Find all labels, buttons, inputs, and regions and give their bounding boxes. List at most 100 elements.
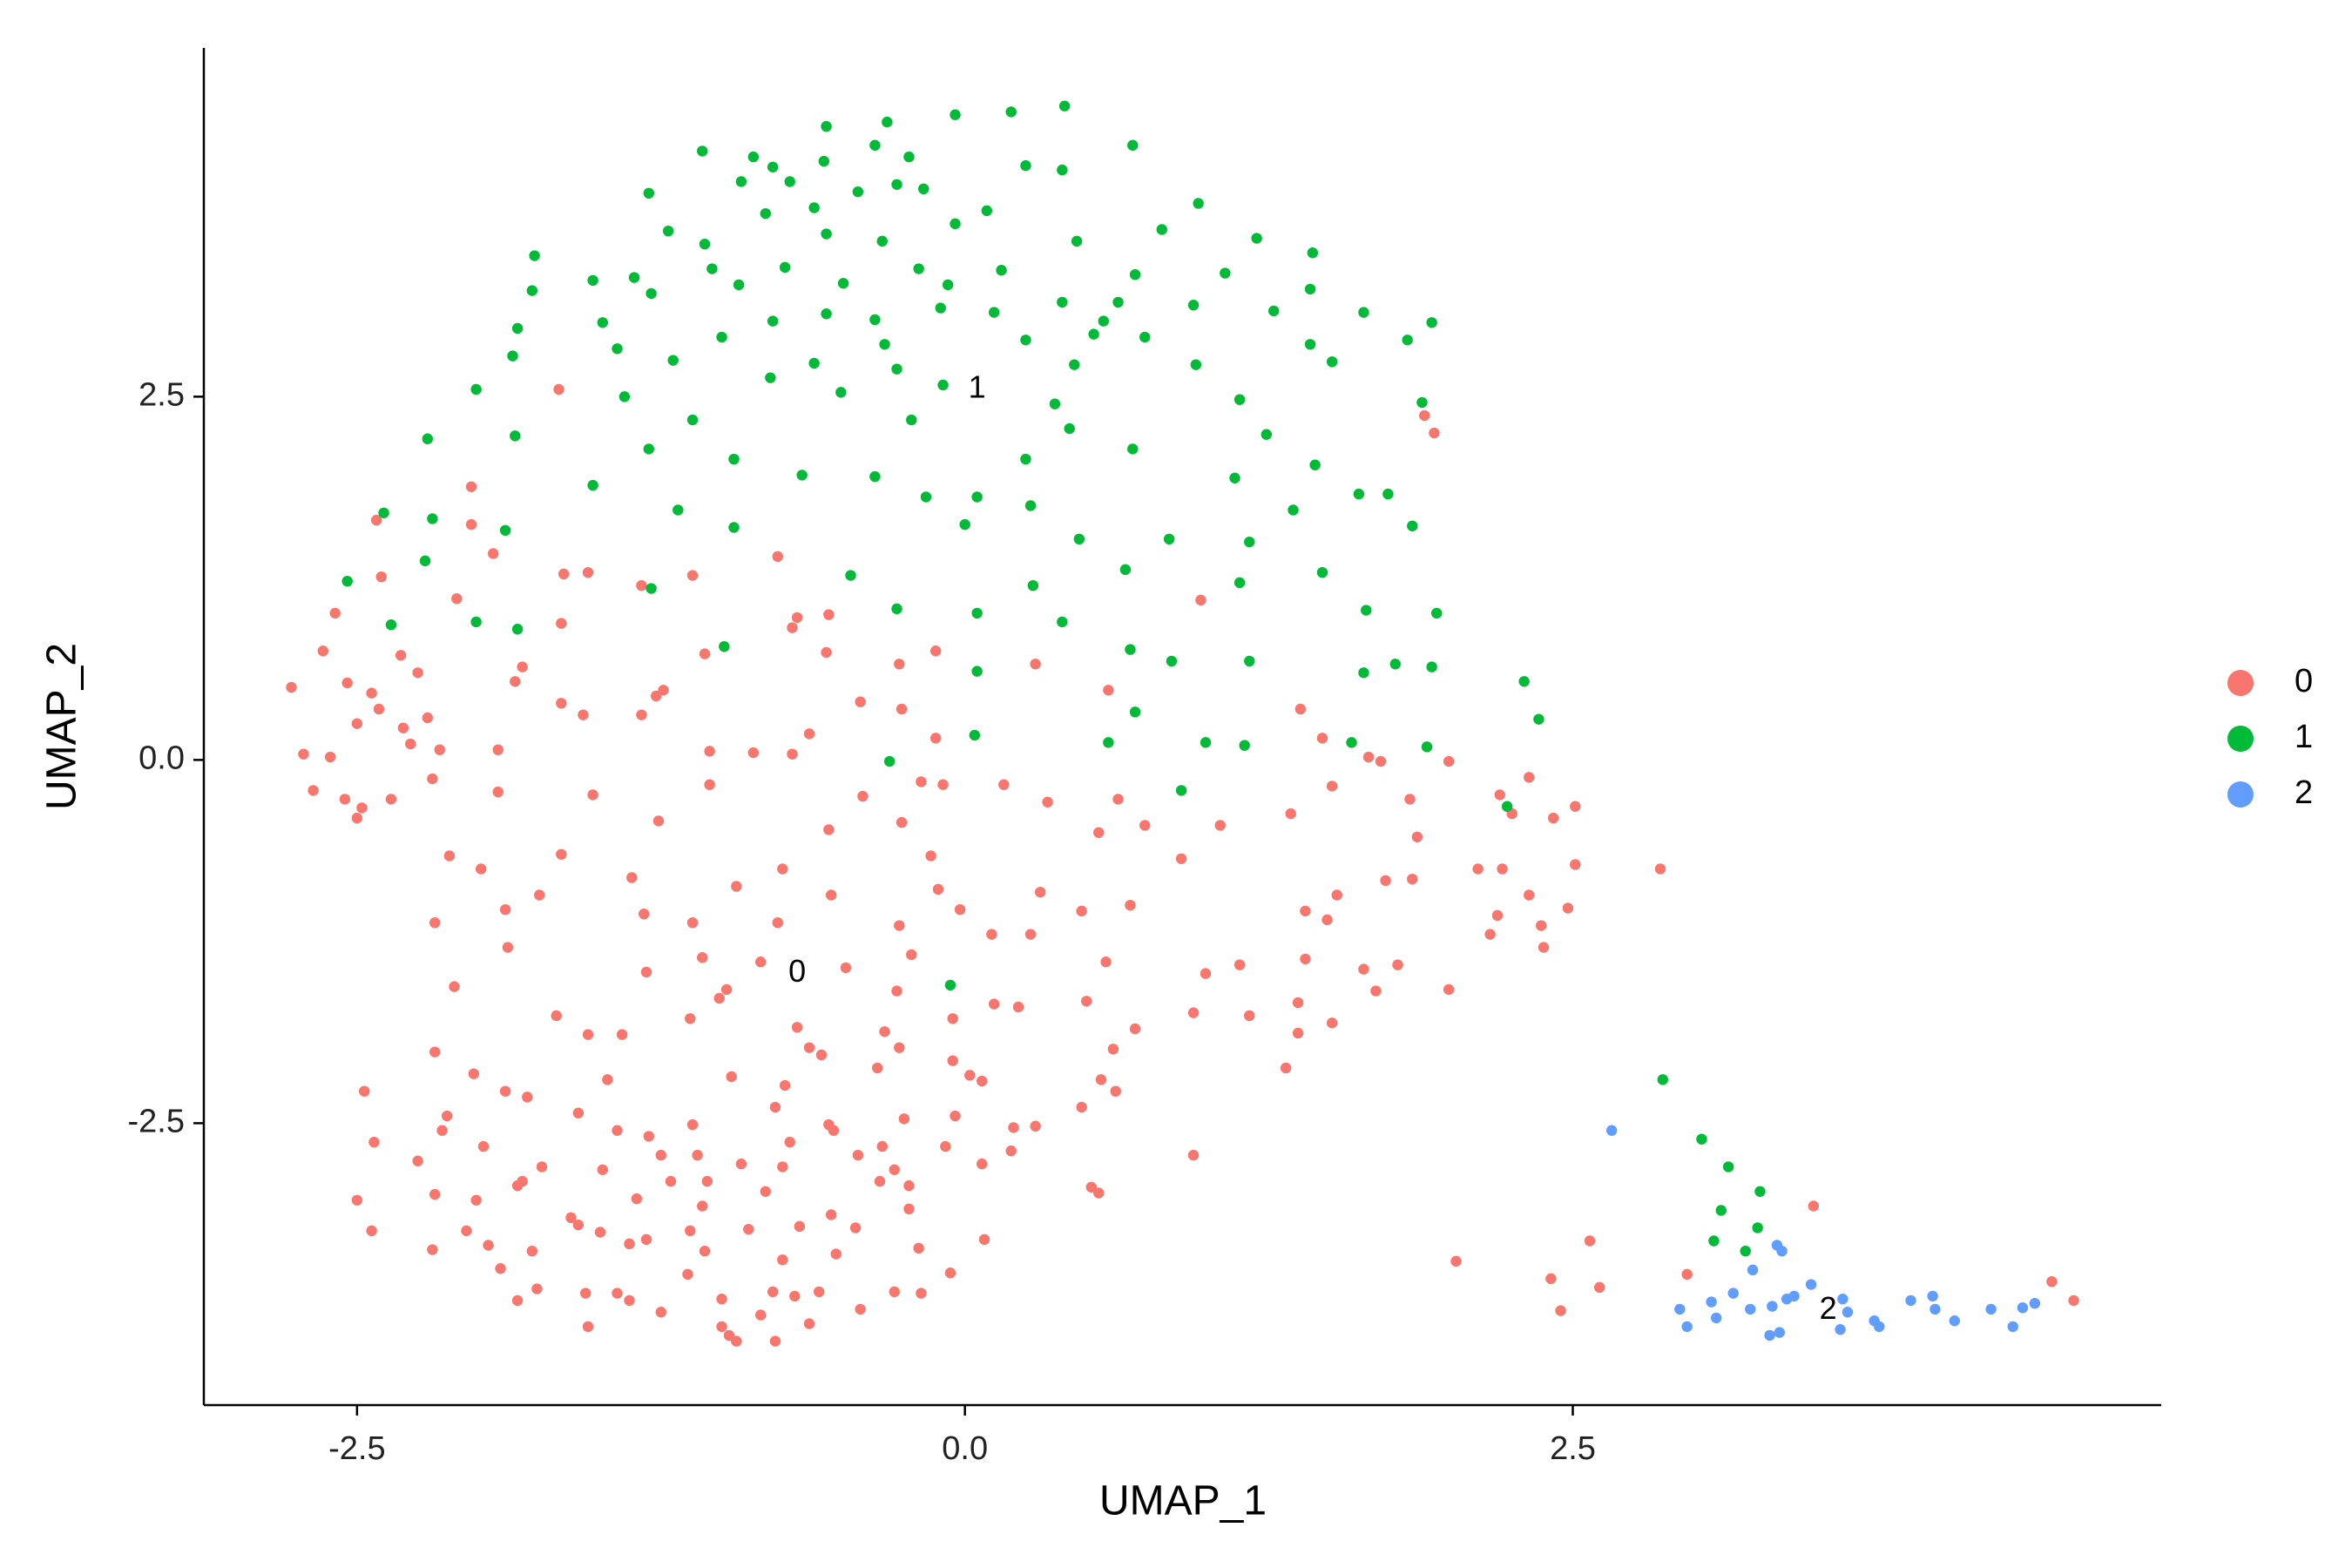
data-point: [731, 881, 742, 892]
data-point: [855, 1303, 866, 1315]
data-point: [1740, 1245, 1751, 1257]
data-point: [1752, 1222, 1763, 1233]
legend-label: 1: [2295, 719, 2313, 755]
data-point: [1316, 566, 1328, 578]
data-point: [378, 507, 389, 518]
data-point: [526, 285, 538, 296]
data-point: [735, 176, 747, 187]
data-point: [784, 176, 795, 187]
data-point: [1195, 594, 1206, 606]
data-point: [913, 263, 924, 274]
x-axis-title: UMAP_1: [1099, 1478, 1267, 1524]
data-point: [1100, 956, 1112, 968]
data-point: [578, 709, 589, 720]
data-point: [1244, 536, 1255, 548]
data-point: [896, 703, 908, 715]
data-point: [1930, 1303, 1941, 1315]
data-point: [767, 315, 779, 327]
data-point: [686, 1119, 699, 1131]
data-point: [2007, 1321, 2018, 1333]
data-point: [728, 522, 740, 533]
data-point: [511, 1294, 524, 1307]
data-point: [716, 1321, 727, 1333]
data-point: [906, 414, 917, 426]
data-point: [1674, 1303, 1686, 1315]
data-point: [1030, 1120, 1041, 1132]
data-point: [2046, 1276, 2058, 1288]
data-point: [971, 491, 983, 503]
data-point: [726, 1071, 737, 1083]
data-point: [794, 1220, 806, 1233]
data-point: [1239, 740, 1250, 751]
data-point: [427, 513, 438, 524]
legend-marker: [2227, 726, 2254, 752]
data-point: [1057, 296, 1068, 308]
data-point: [855, 696, 866, 707]
data-point: [511, 322, 524, 335]
data-point: [1229, 472, 1240, 483]
data-point: [1361, 605, 1372, 616]
data-point: [697, 145, 708, 157]
data-point: [643, 443, 655, 455]
data-point: [422, 712, 433, 724]
data-point: [1175, 853, 1187, 864]
data-point: [1076, 1101, 1087, 1113]
data-point: [587, 274, 598, 287]
data-point: [713, 992, 725, 1004]
data-point: [1538, 942, 1550, 953]
data-point: [777, 1161, 788, 1173]
data-point: [925, 850, 936, 862]
data-point: [760, 1186, 771, 1197]
data-point: [1346, 737, 1357, 748]
data-point: [1233, 577, 1246, 589]
data-point: [699, 648, 711, 659]
data-point: [1139, 331, 1151, 343]
data-point: [1057, 616, 1068, 628]
data-point: [937, 779, 949, 790]
data-point: [502, 942, 514, 953]
data-point: [626, 872, 638, 883]
data-point: [1251, 233, 1262, 244]
data-point: [624, 1238, 635, 1250]
data-point: [1024, 500, 1037, 511]
data-point: [787, 748, 798, 760]
data-point: [891, 179, 902, 191]
data-point: [356, 802, 368, 814]
data-point: [685, 1013, 696, 1024]
data-point: [686, 570, 699, 581]
data-point: [944, 979, 956, 991]
data-point: [395, 650, 407, 661]
data-point: [821, 228, 832, 240]
data-point: [643, 187, 655, 199]
data-point: [779, 261, 791, 274]
data-point: [1774, 1327, 1785, 1338]
data-point: [1389, 659, 1401, 670]
data-point: [1187, 1149, 1200, 1161]
data-point: [405, 738, 416, 750]
data-point: [1129, 1023, 1141, 1035]
data-point: [959, 518, 970, 531]
data-point: [2017, 1302, 2029, 1314]
data-point: [784, 1136, 795, 1148]
data-point: [645, 583, 657, 594]
data-point: [370, 514, 382, 526]
data-point: [1020, 335, 1031, 346]
data-point: [580, 1288, 591, 1299]
data-point: [1472, 863, 1484, 875]
data-point: [662, 225, 674, 237]
data-point: [704, 779, 715, 790]
data-point: [375, 571, 387, 583]
data-point: [1594, 1281, 1605, 1294]
data-point: [903, 151, 915, 163]
data-point: [1706, 1296, 1717, 1308]
data-point: [587, 789, 598, 801]
data-point: [706, 263, 718, 274]
data-point: [298, 748, 309, 760]
data-point: [1657, 1074, 1668, 1085]
data-point: [1443, 755, 1455, 767]
data-point: [1416, 396, 1428, 409]
data-point: [329, 607, 341, 619]
data-point: [686, 916, 699, 929]
data-point: [1127, 139, 1139, 151]
data-point: [1200, 737, 1212, 748]
